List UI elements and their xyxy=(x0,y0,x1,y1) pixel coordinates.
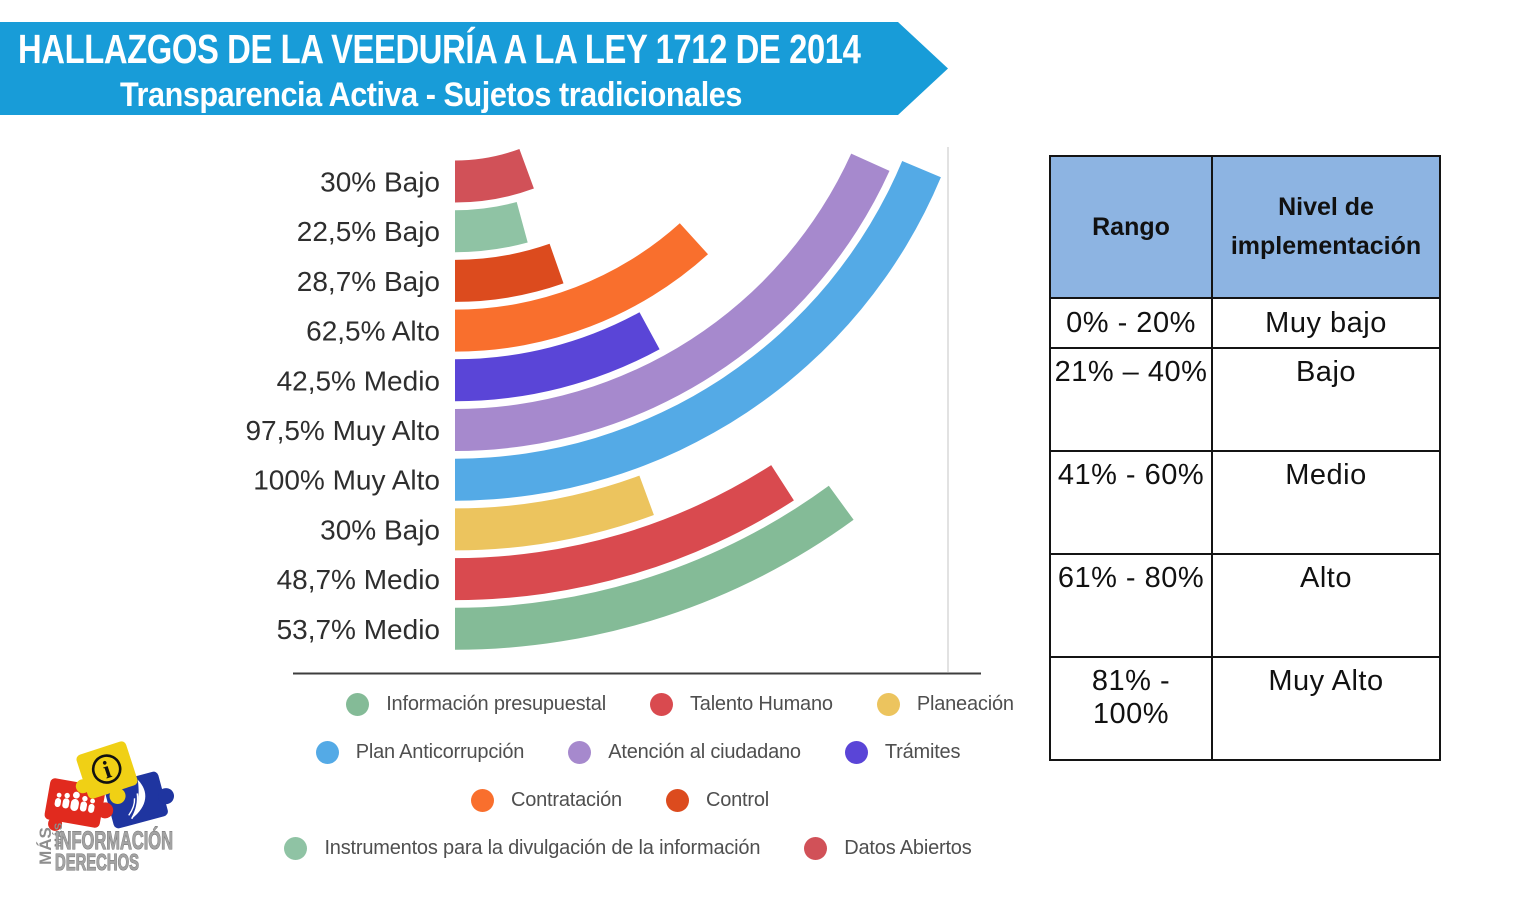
legend-item: Contratación xyxy=(470,788,622,812)
table-row: 0% - 20% Muy bajo xyxy=(1049,297,1441,349)
level-cell: Bajo xyxy=(1211,347,1441,452)
legend-color-dot xyxy=(470,788,494,812)
table-row: 61% - 80% Alto xyxy=(1049,553,1441,658)
legend-label: Datos Abiertos xyxy=(844,836,972,859)
legend-item: Control xyxy=(665,788,770,812)
legend-label: Trámites xyxy=(884,740,961,763)
bar-6 xyxy=(455,153,890,451)
legend-color-dot xyxy=(876,692,900,716)
legend-item: Trámites xyxy=(844,740,961,764)
bar-label: 48,7% Medio xyxy=(277,564,440,595)
bar-label: 30% Bajo xyxy=(320,167,440,198)
range-cell: 81% - 100% xyxy=(1049,656,1213,761)
bar-label: 53,7% Medio xyxy=(277,614,440,645)
bar-1 xyxy=(455,149,534,203)
bar-8 xyxy=(455,475,654,551)
legend-label: Control xyxy=(705,788,770,811)
header-banner: HALLAZGOS DE LA VEEDURÍA A LA LEY 1712 D… xyxy=(0,22,948,115)
level-cell: Muy Alto xyxy=(1211,656,1441,761)
level-cell: Medio xyxy=(1211,450,1441,555)
legend-item: Instrumentos para la divulgación de la i… xyxy=(284,836,761,860)
logo-word-informacion: INFORMACIÓN xyxy=(55,825,173,855)
legend-color-dot xyxy=(844,740,868,764)
legend-label: Atención al ciudadano xyxy=(608,740,801,763)
legend-color-dot xyxy=(346,692,370,716)
yellow-puzzle-piece: i xyxy=(75,741,138,805)
legend-label: Talento Humano xyxy=(689,692,833,715)
legend-color-dot xyxy=(315,740,339,764)
level-cell: Alto xyxy=(1211,553,1441,658)
legend-item: Información presupuestal xyxy=(346,692,606,716)
legend-item: Atención al ciudadano xyxy=(568,740,801,764)
legend-row: Información presupuestal Talento Humano Pl… xyxy=(330,680,1030,728)
legend-item: Plan Anticorrupción xyxy=(315,740,525,764)
bar-4 xyxy=(455,223,708,352)
table-header-row: Rango Nivel de implementación xyxy=(1049,155,1441,299)
info-icon xyxy=(91,754,122,784)
legend-row: Instrumentos para la divulgación de la i… xyxy=(278,824,978,872)
logo-mas-vertical-small: MÁS xyxy=(52,823,65,847)
legend-label: Contratación xyxy=(510,788,622,811)
legend-row: Contratación Control xyxy=(270,776,970,824)
bar-label: 97,5% Muy Alto xyxy=(245,415,440,446)
bar-9 xyxy=(455,465,794,601)
people-icon xyxy=(54,791,96,813)
bar-5 xyxy=(455,312,660,402)
legend-item: Datos Abiertos xyxy=(804,836,972,860)
bar-10 xyxy=(455,485,854,650)
logo-word-derechos: DERECHOS xyxy=(55,849,139,875)
legend-color-dot xyxy=(284,836,308,860)
col-header-nivel: Nivel de implementación xyxy=(1211,155,1441,299)
table-row: 81% - 100% Muy Alto xyxy=(1049,656,1441,761)
legend-label: Planeación xyxy=(916,692,1014,715)
chart-legend: Información presupuestal Talento Humano Pl… xyxy=(284,680,1014,872)
range-cell: 41% - 60% xyxy=(1049,450,1213,555)
legend-color-dot xyxy=(649,692,673,716)
bar-3 xyxy=(455,243,564,302)
mas-informacion-mas-derechos-logo: i MÁS MÁS INFORMACIÓN DERECHOS xyxy=(36,741,175,876)
table-row: 41% - 60% Medio xyxy=(1049,450,1441,555)
legend-label: Instrumentos para la divulgación de la i… xyxy=(324,836,761,859)
bar-7 xyxy=(455,161,941,501)
legend-label: Información presupuestal xyxy=(386,692,606,715)
legend-row: Plan Anticorrupción Atención al ciudadano… xyxy=(288,728,988,776)
bar-label: 30% Bajo xyxy=(320,514,440,545)
legend-item: Planeación xyxy=(876,692,1014,716)
range-cell: 0% - 20% xyxy=(1049,297,1213,349)
legend-color-dot xyxy=(665,788,689,812)
page-title: HALLAZGOS DE LA VEEDURÍA A LA LEY 1712 D… xyxy=(18,26,861,72)
col-header-rango: Rango xyxy=(1049,155,1213,299)
range-cell: 61% - 80% xyxy=(1049,553,1213,658)
bar-label: 100% Muy Alto xyxy=(253,465,440,496)
legend-item: Talento Humano xyxy=(649,692,833,716)
legend-label: Plan Anticorrupción xyxy=(355,740,525,763)
table-row: 21% – 40% Bajo xyxy=(1049,347,1441,452)
bar-label: 28,7% Bajo xyxy=(297,266,440,297)
bar-label: 62,5% Alto xyxy=(306,316,440,347)
legend-color-dot xyxy=(804,836,828,860)
page-subtitle: Transparencia Activa - Sujetos tradicion… xyxy=(120,76,742,114)
logo-mas-vertical: MÁS xyxy=(36,827,55,865)
legend-color-dot xyxy=(568,740,592,764)
range-table: Rango Nivel de implementación 0% - 20% Mu… xyxy=(1049,155,1441,761)
bar-label: 22,5% Bajo xyxy=(297,216,440,247)
level-cell: Muy bajo xyxy=(1211,297,1441,349)
bar-2 xyxy=(455,202,528,253)
range-cell: 21% – 40% xyxy=(1049,347,1213,452)
bar-label: 42,5% Medio xyxy=(277,365,440,396)
